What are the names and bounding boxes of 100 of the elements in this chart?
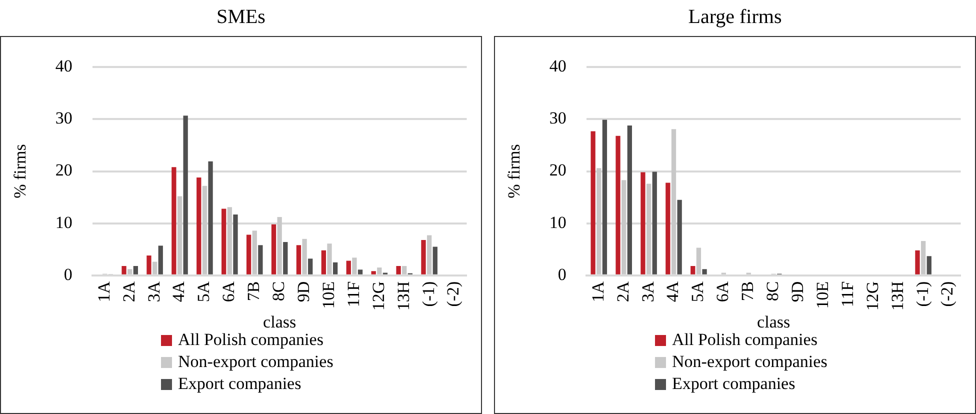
bar	[602, 120, 608, 274]
x-tick-label: 9D	[788, 281, 807, 302]
bar	[252, 230, 257, 274]
y-tick-label: 20	[549, 160, 566, 180]
y-tick-label: 0	[64, 264, 72, 284]
x-tick-label: 11F	[838, 281, 857, 308]
x-tick-label: 7B	[738, 281, 758, 302]
bar	[296, 245, 302, 274]
bar	[258, 245, 263, 274]
bar	[358, 270, 363, 274]
bar	[233, 214, 238, 274]
x-tick-label: (-1)	[418, 281, 438, 307]
bar	[321, 250, 326, 274]
x-tick-label: 3A	[638, 280, 658, 302]
bar	[915, 250, 920, 274]
bar	[332, 262, 338, 274]
bar	[246, 234, 252, 274]
bar	[590, 131, 596, 274]
bar	[128, 269, 132, 274]
legend-label: Non-export companies	[672, 352, 828, 372]
bar	[271, 224, 276, 274]
bar	[371, 271, 376, 274]
x-tick-label: 8C	[269, 281, 288, 302]
bar	[920, 240, 926, 274]
bar	[646, 184, 652, 274]
bar	[671, 129, 676, 274]
legend-label: Export companies	[672, 374, 796, 394]
y-tick-label: 10	[55, 212, 72, 232]
legend-label: Non-export companies	[178, 352, 334, 372]
bar	[702, 269, 707, 274]
x-tick-label: 1A	[588, 280, 608, 302]
x-tick-label: 4A	[169, 280, 188, 302]
y-tick-label: 30	[549, 108, 566, 128]
x-tick-label: 2A	[613, 280, 632, 302]
bar	[222, 208, 226, 274]
bar	[158, 246, 163, 274]
bar	[327, 244, 332, 274]
y-tick-label: 0	[558, 264, 566, 284]
bar	[426, 235, 432, 274]
y-tick-label: 10	[549, 212, 566, 232]
bar	[146, 256, 152, 274]
bar	[402, 266, 407, 274]
x-axis-title: class	[263, 312, 296, 332]
bar	[302, 238, 307, 274]
legend-label: All Polish companies	[672, 330, 818, 350]
x-tick-label: (-2)	[444, 281, 463, 307]
x-tick-label: 10E	[318, 281, 338, 309]
bar	[622, 180, 626, 274]
bar	[640, 172, 646, 274]
bar	[227, 207, 232, 274]
legend-label: All Polish companies	[178, 330, 324, 350]
y-tick-label: 30	[55, 108, 72, 128]
x-tick-label: 13H	[888, 281, 907, 311]
x-tick-label: (-2)	[938, 281, 957, 307]
x-tick-label: 8C	[763, 281, 782, 302]
x-tick-label: 1A	[94, 280, 114, 302]
bar	[377, 268, 382, 274]
bar	[172, 167, 176, 274]
bar	[696, 248, 702, 274]
bar	[133, 266, 138, 274]
legend-label: Export companies	[178, 374, 302, 394]
x-axis-title: class	[757, 312, 790, 332]
x-tick-label: 5A	[194, 280, 214, 302]
bar	[196, 178, 202, 274]
x-tick-label: 7B	[244, 281, 264, 302]
x-tick-label: 3A	[144, 280, 164, 302]
bar	[152, 262, 158, 274]
x-tick-label: 12G	[862, 281, 882, 311]
bar	[202, 186, 208, 274]
bar	[396, 266, 401, 274]
bar	[308, 258, 313, 274]
bar	[177, 196, 182, 274]
bar	[432, 246, 438, 274]
bar	[277, 217, 282, 274]
y-axis-title: % firms	[504, 144, 524, 198]
y-tick-label: 40	[549, 56, 566, 76]
x-tick-label: 6A	[219, 280, 238, 302]
chart-title: SMEs	[216, 5, 266, 30]
bar	[666, 182, 670, 274]
bar	[926, 256, 932, 274]
bar	[283, 242, 288, 274]
bar	[352, 258, 357, 274]
bar	[616, 136, 620, 274]
x-tick-label: (-1)	[912, 281, 932, 307]
x-tick-label: 5A	[688, 280, 708, 302]
chart-title: Large firms	[687, 5, 783, 30]
bar	[652, 172, 657, 274]
bar	[627, 125, 632, 274]
y-tick-label: 20	[55, 160, 72, 180]
y-tick-label: 40	[55, 56, 72, 76]
bar	[421, 240, 426, 274]
bar	[690, 266, 696, 274]
bar	[122, 266, 126, 274]
bar	[596, 168, 602, 274]
x-tick-label: 10E	[812, 281, 832, 309]
bar	[677, 200, 682, 274]
y-axis-title: % firms	[10, 144, 30, 198]
bar	[346, 260, 351, 274]
bar	[208, 161, 213, 274]
x-tick-label: 6A	[713, 280, 732, 302]
